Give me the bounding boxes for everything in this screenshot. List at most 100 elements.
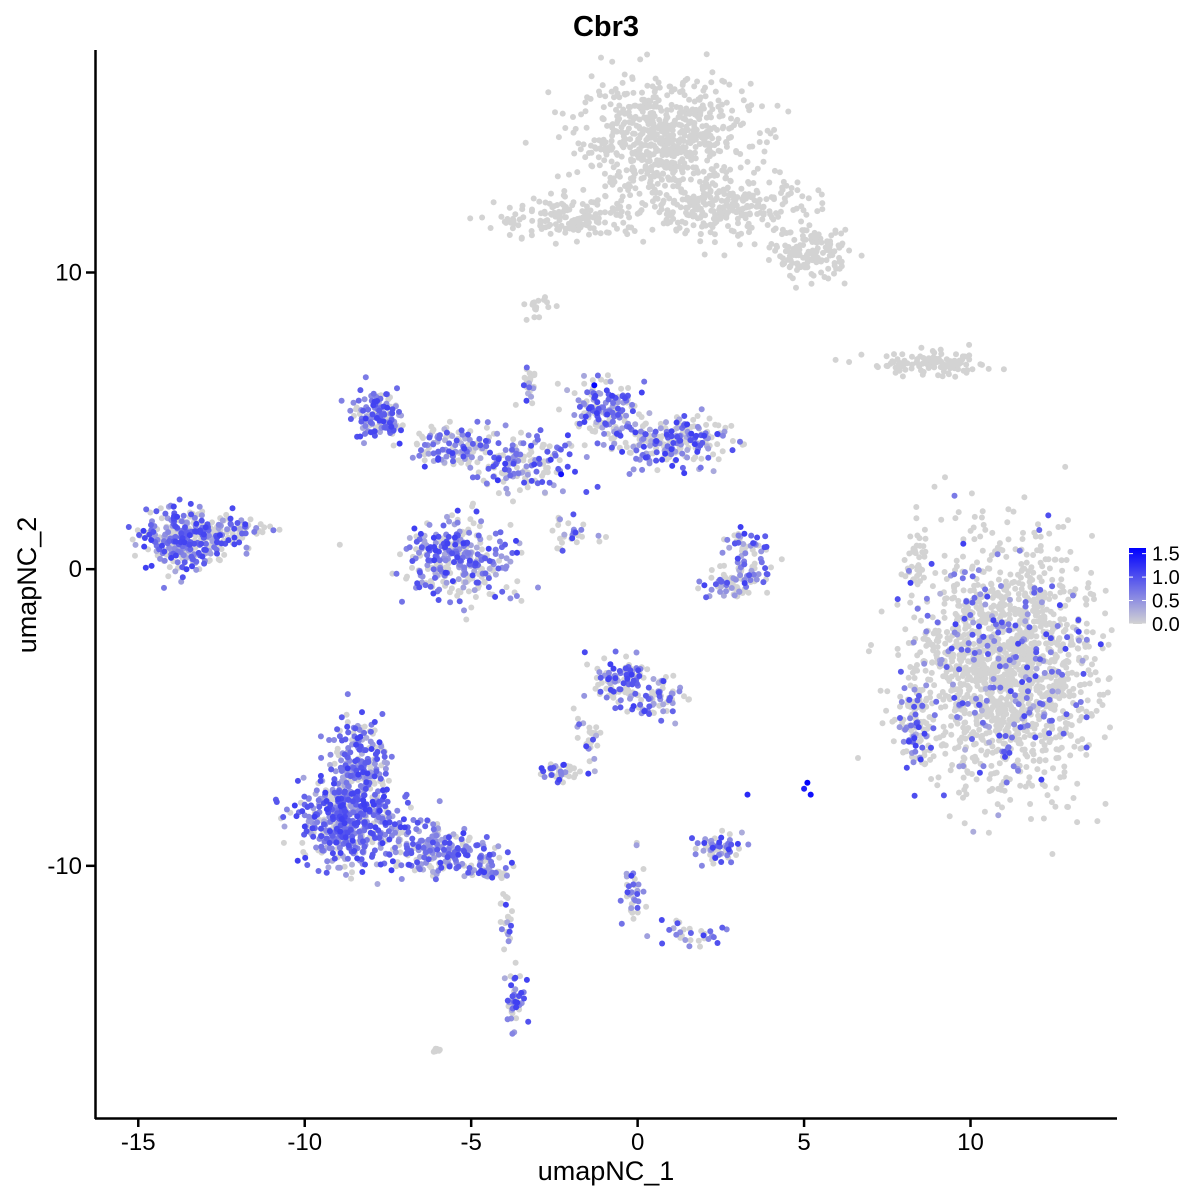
cell-point — [1038, 738, 1045, 745]
cell-point — [756, 130, 763, 137]
cell-point — [608, 137, 615, 144]
cell-point — [571, 412, 578, 418]
cell-point — [1017, 611, 1024, 618]
cell-point — [644, 104, 650, 111]
cell-point — [727, 177, 734, 184]
cell-point — [484, 419, 491, 426]
cell-point — [630, 141, 637, 148]
cell-point — [756, 139, 763, 145]
cell-point — [500, 891, 507, 897]
cell-point — [1058, 576, 1065, 583]
cell-point — [914, 662, 920, 668]
cell-point — [688, 133, 695, 140]
cell-point — [961, 707, 968, 714]
cell-point — [602, 93, 609, 100]
cell-point — [697, 178, 703, 185]
cell-point — [609, 132, 616, 139]
cell-point — [825, 265, 832, 272]
cell-point — [803, 211, 810, 218]
cell-point — [719, 827, 726, 834]
cell-point — [397, 551, 403, 558]
cell-point — [327, 751, 334, 758]
cell-point — [1026, 774, 1033, 781]
cell-point — [1091, 656, 1098, 662]
cell-point — [443, 453, 450, 460]
cell-point — [541, 208, 548, 215]
cell-point — [717, 107, 724, 114]
cell-point — [539, 472, 546, 479]
cell-point — [787, 229, 793, 236]
cell-point — [814, 208, 821, 215]
cell-point — [831, 270, 837, 277]
cell-point — [681, 132, 688, 139]
cell-point — [478, 518, 485, 525]
cell-point — [1040, 815, 1047, 822]
cell-point — [797, 242, 804, 249]
cell-point — [594, 742, 601, 749]
cell-point — [1032, 612, 1039, 619]
cell-point — [196, 503, 203, 510]
cell-point — [198, 512, 205, 519]
cell-point — [977, 610, 984, 617]
cell-point — [630, 915, 637, 922]
cell-point — [1077, 689, 1084, 696]
cell-point — [626, 119, 633, 126]
cell-point — [744, 158, 751, 165]
cell-point — [721, 78, 728, 85]
cell-point — [766, 244, 773, 251]
cell-point — [613, 106, 619, 113]
cell-point — [1017, 782, 1024, 789]
cell-point — [1003, 553, 1010, 560]
cell-point — [649, 198, 656, 205]
cell-point — [465, 588, 472, 595]
cell-point — [737, 122, 744, 128]
cell-point — [696, 141, 703, 147]
cell-point — [566, 171, 572, 178]
cell-point — [416, 549, 422, 556]
cell-point — [587, 95, 594, 102]
cell-point — [625, 224, 632, 231]
cell-point — [681, 92, 688, 99]
cell-point — [1018, 567, 1025, 574]
cell-point — [709, 69, 716, 76]
cell-point — [916, 554, 923, 561]
cell-point — [561, 531, 568, 538]
cell-point — [951, 588, 958, 595]
cell-point — [1011, 605, 1018, 612]
cell-point — [1015, 591, 1022, 597]
cell-point — [502, 447, 509, 453]
cell-point — [720, 204, 727, 211]
cell-point — [597, 146, 604, 153]
cell-point — [760, 158, 767, 165]
cell-point — [1089, 661, 1095, 668]
cell-point — [747, 211, 753, 218]
cell-point — [978, 747, 985, 754]
cell-point — [818, 191, 825, 198]
cell-point — [165, 573, 172, 580]
cell-point — [531, 370, 538, 377]
cell-point — [551, 203, 558, 210]
cell-point — [707, 101, 714, 108]
cell-point — [751, 169, 757, 176]
cell-point — [678, 122, 685, 129]
cell-point — [902, 626, 909, 633]
cell-point — [605, 229, 612, 236]
cell-point — [1082, 643, 1089, 650]
cell-point — [945, 370, 952, 377]
cell-point — [698, 455, 705, 462]
cell-point — [751, 197, 758, 204]
cell-point — [651, 88, 658, 95]
cell-point — [336, 864, 343, 871]
cell-point — [952, 610, 959, 617]
cell-point — [1067, 732, 1074, 739]
cell-point — [647, 173, 654, 180]
cell-point — [132, 541, 139, 548]
cell-point — [883, 353, 890, 360]
cell-point — [374, 881, 381, 887]
cell-point — [963, 791, 970, 798]
cell-point — [655, 97, 662, 104]
cell-point — [596, 88, 602, 95]
cell-point — [1018, 707, 1025, 714]
cell-point — [536, 314, 543, 321]
cell-point — [906, 550, 913, 557]
